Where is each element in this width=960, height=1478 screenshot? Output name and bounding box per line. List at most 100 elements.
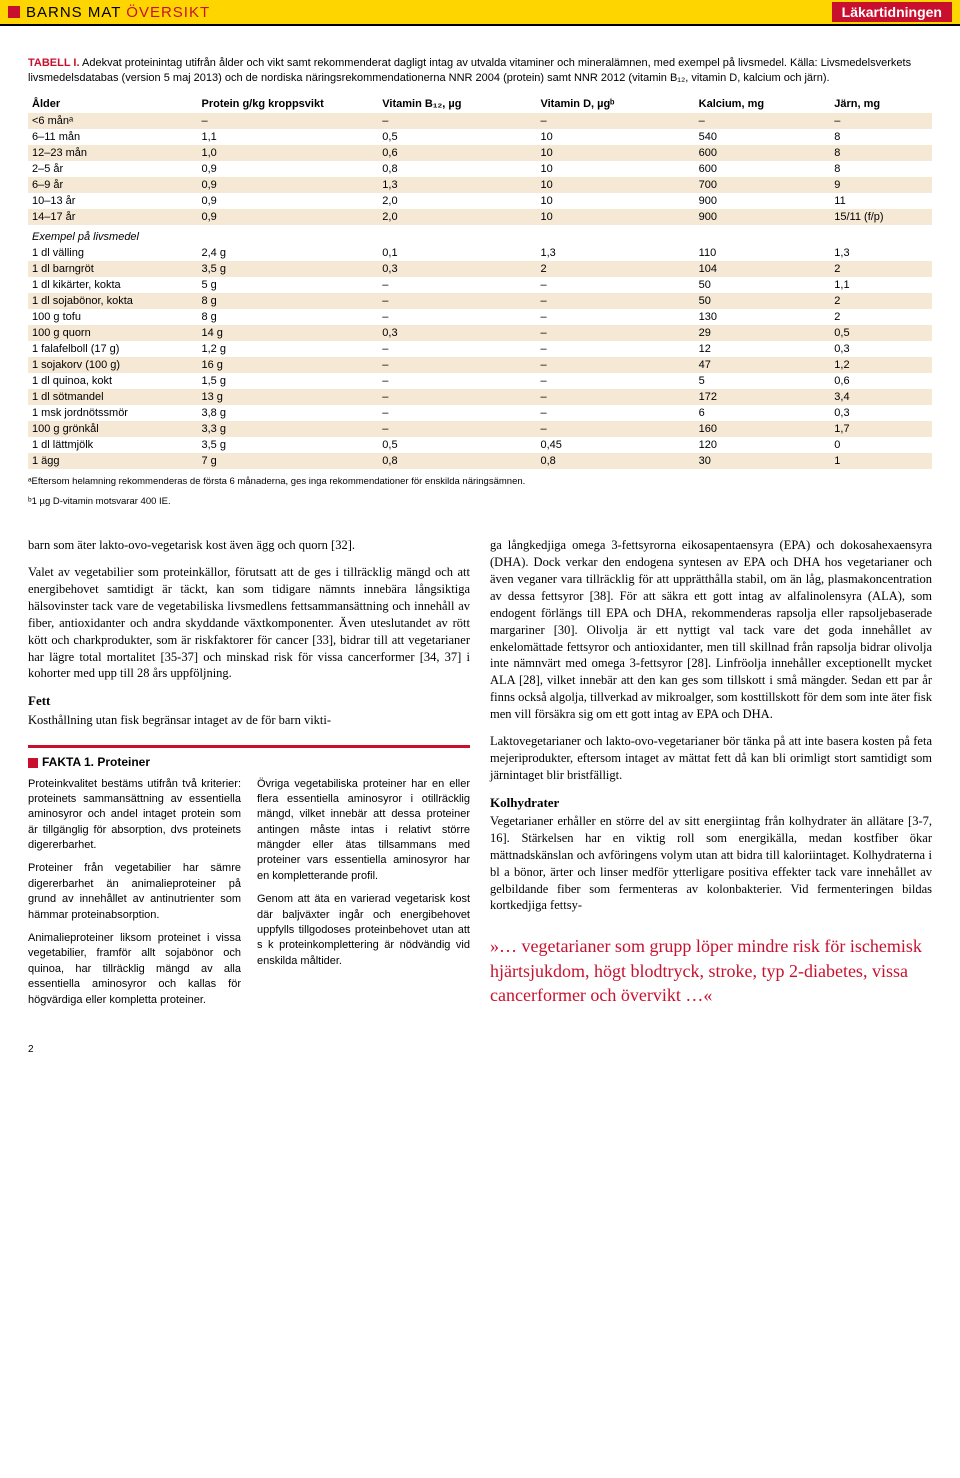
table-cell: 100 g tofu [28, 309, 198, 325]
brand-badge: Läkartidningen [832, 2, 952, 22]
table-cell: 5 g [198, 277, 379, 293]
table-cell: 1,2 g [198, 341, 379, 357]
table-block: TABELL I. Adekvat proteinintag utifrån å… [28, 56, 932, 509]
table-header-row: Ålder Protein g/kg kroppsvikt Vitamin B₁… [28, 95, 932, 113]
red-square-icon [28, 758, 38, 768]
table-cell: 120 [695, 437, 831, 453]
right-column: ga långkedjiga omega 3-fettsyrorna eikos… [490, 537, 932, 1016]
fakta-c2-p2: Genom att äta en varierad vegetarisk kos… [257, 892, 470, 969]
table-cell: 1,0 [198, 145, 379, 161]
table-cell: 900 [695, 209, 831, 225]
kolhydrater-heading: Kolhydrater [490, 794, 932, 812]
table-cell: 3,5 g [198, 437, 379, 453]
th-b12: Vitamin B₁₂, µg [378, 95, 536, 113]
table-cell: 50 [695, 293, 831, 309]
table-cell: 10 [536, 129, 694, 145]
table-cell: 172 [695, 389, 831, 405]
table-cell: 2–5 år [28, 161, 198, 177]
table-cell: – [378, 113, 536, 129]
fett-heading: Fett [28, 692, 470, 710]
table-cell: 30 [695, 453, 831, 469]
table-cell: 29 [695, 325, 831, 341]
page-number: 2 [0, 1036, 960, 1063]
table-cell: 0,5 [378, 129, 536, 145]
table-cell: 1 msk jordnötssmör [28, 405, 198, 421]
table-cell: 14 g [198, 325, 379, 341]
table-cell: 3,8 g [198, 405, 379, 421]
table-row: <6 månᵃ––––– [28, 113, 932, 129]
table-cell: 3,3 g [198, 421, 379, 437]
table-cell: – [378, 373, 536, 389]
table-row: 1 ägg7 g0,80,8301 [28, 453, 932, 469]
table-cell: – [536, 341, 694, 357]
right-p1: ga långkedjiga omega 3-fettsyrorna eikos… [490, 537, 932, 723]
table-caption-text: Adekvat proteinintag utifrån ålder och v… [28, 57, 911, 84]
table-cell: 700 [695, 177, 831, 193]
footnote-a: ᵃEftersom helamning rekommenderas de för… [28, 475, 932, 489]
table-cell: 2,4 g [198, 245, 379, 261]
table-cell: 6–9 år [28, 177, 198, 193]
fakta-title-text: FAKTA 1. Proteiner [42, 755, 150, 769]
table-row: 1 dl välling2,4 g0,11,31101,3 [28, 245, 932, 261]
example-section-head: Exempel på livsmedel [28, 225, 932, 245]
table-row: 1 dl kikärter, kokta5 g––501,1 [28, 277, 932, 293]
table-row: 100 g grönkål3,3 g––1601,7 [28, 421, 932, 437]
left-p1: barn som äter lakto-ovo-vegetarisk kost … [28, 537, 470, 554]
fakta-c1-p1: Proteinkvalitet bestäms utifrån två krit… [28, 777, 241, 854]
table-cell: 104 [695, 261, 831, 277]
table-row: 6–9 år0,91,3107009 [28, 177, 932, 193]
table-cell: 8 g [198, 309, 379, 325]
table-cell: 0,6 [378, 145, 536, 161]
table-cell: 50 [695, 277, 831, 293]
th-kalcium: Kalcium, mg [695, 95, 831, 113]
table-cell: – [378, 421, 536, 437]
table-cell: 0,5 [830, 325, 932, 341]
table-cell: 10 [536, 209, 694, 225]
fakta-c1-p3: Animalieproteiner liksom proteinet i vis… [28, 931, 241, 1008]
table-cell: 0,3 [830, 405, 932, 421]
table-cell: – [378, 309, 536, 325]
table-cell: 1 dl lättmjölk [28, 437, 198, 453]
table-cell: 100 g grönkål [28, 421, 198, 437]
table-cell: 0,9 [198, 161, 379, 177]
table-cell: 0,3 [830, 341, 932, 357]
table-cell: 2,0 [378, 209, 536, 225]
table-cell: 1,3 [536, 245, 694, 261]
table-cell: – [536, 277, 694, 293]
table-cell: 1 [830, 453, 932, 469]
table-cell: 10 [536, 177, 694, 193]
table-cell: 0,8 [378, 453, 536, 469]
table-cell: 8 [830, 129, 932, 145]
table-cell: 1,2 [830, 357, 932, 373]
table-row: 100 g tofu8 g––1302 [28, 309, 932, 325]
table-cell: 2 [830, 261, 932, 277]
table-row: 1 dl lättmjölk3,5 g0,50,451200 [28, 437, 932, 453]
table-cell: – [536, 389, 694, 405]
table-cell: 8 [830, 161, 932, 177]
table-cell: 9 [830, 177, 932, 193]
table-cell: 0,8 [536, 453, 694, 469]
table-cell: 1 falafelboll (17 g) [28, 341, 198, 357]
table-cell: 0,5 [378, 437, 536, 453]
table-row: 1 dl sötmandel13 g––1723,4 [28, 389, 932, 405]
fakta-box: FAKTA 1. Proteiner Proteinkvalitet bestä… [28, 745, 470, 1016]
fakta-c1-p2: Proteiner från vegetabilier har sämre di… [28, 861, 241, 923]
table-cell: – [695, 113, 831, 129]
table-cell: 1 dl kikärter, kokta [28, 277, 198, 293]
table-cell: 900 [695, 193, 831, 209]
left-p3: Kosthållning utan fisk begränsar intaget… [28, 712, 470, 729]
table-cell: 1 dl quinoa, kokt [28, 373, 198, 389]
table-cell: 15/11 (f/p) [830, 209, 932, 225]
body-columns: barn som äter lakto-ovo-vegetarisk kost … [28, 537, 932, 1016]
fakta-col-2: Övriga vegetabiliska proteiner har en el… [257, 777, 470, 1016]
left-p2: Valet av vegetabilier som proteinkällor,… [28, 564, 470, 682]
table-row: 14–17 år0,92,01090015/11 (f/p) [28, 209, 932, 225]
table-cell: 8 g [198, 293, 379, 309]
table-cell: 11 [830, 193, 932, 209]
table-cell: 110 [695, 245, 831, 261]
fakta-columns: Proteinkvalitet bestäms utifrån två krit… [28, 777, 470, 1016]
table-cell: 0 [830, 437, 932, 453]
table-row: 100 g quorn14 g0,3–290,5 [28, 325, 932, 341]
table-caption: TABELL I. Adekvat proteinintag utifrån å… [28, 56, 932, 87]
table-cell: 2 [536, 261, 694, 277]
